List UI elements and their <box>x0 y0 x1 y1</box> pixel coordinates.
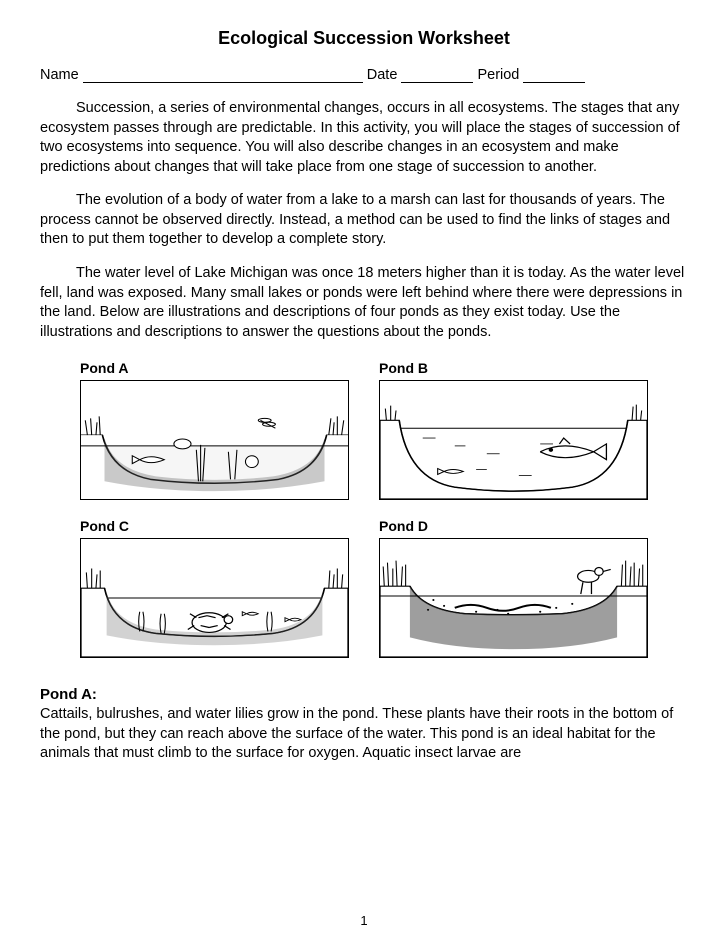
student-info-row: Name Date Period <box>40 67 688 83</box>
date-blank[interactable] <box>401 68 473 83</box>
page-title: Ecological Succession Worksheet <box>40 28 688 49</box>
figure-box-c <box>80 538 349 658</box>
figure-label-c: Pond C <box>80 518 349 534</box>
pond-a-heading: Pond A: <box>40 686 688 703</box>
page-number: 1 <box>0 913 728 928</box>
figure-row-2: Pond C <box>80 518 648 658</box>
figure-box-b <box>379 380 648 500</box>
figure-label-d: Pond D <box>379 518 648 534</box>
figure-row-1: Pond A <box>80 360 648 500</box>
period-label: Period <box>477 67 519 83</box>
pond-d-svg <box>380 539 647 657</box>
pond-b-svg <box>380 381 647 499</box>
worksheet-page: Ecological Succession Worksheet Name Dat… <box>0 0 728 942</box>
paragraph-2: The evolution of a body of water from a … <box>40 191 688 250</box>
figure-label-a: Pond A <box>80 360 349 376</box>
pond-a-svg <box>81 381 348 499</box>
figure-label-b: Pond B <box>379 360 648 376</box>
figure-grid: Pond A <box>40 360 688 658</box>
period-blank[interactable] <box>523 68 585 83</box>
pond-a-text: Cattails, bulrushes, and water lilies gr… <box>40 705 688 764</box>
paragraph-3: The water level of Lake Michigan was onc… <box>40 264 688 342</box>
figure-pond-c: Pond C <box>80 518 349 658</box>
paragraph-1: Succession, a series of environmental ch… <box>40 99 688 177</box>
name-label: Name <box>40 67 79 83</box>
figure-pond-d: Pond D <box>379 518 648 658</box>
figure-pond-a: Pond A <box>80 360 349 500</box>
figure-box-d <box>379 538 648 658</box>
pond-c-svg <box>81 539 348 657</box>
name-blank[interactable] <box>83 68 363 83</box>
date-label: Date <box>367 67 398 83</box>
figure-box-a <box>80 380 349 500</box>
figure-pond-b: Pond B <box>379 360 648 500</box>
